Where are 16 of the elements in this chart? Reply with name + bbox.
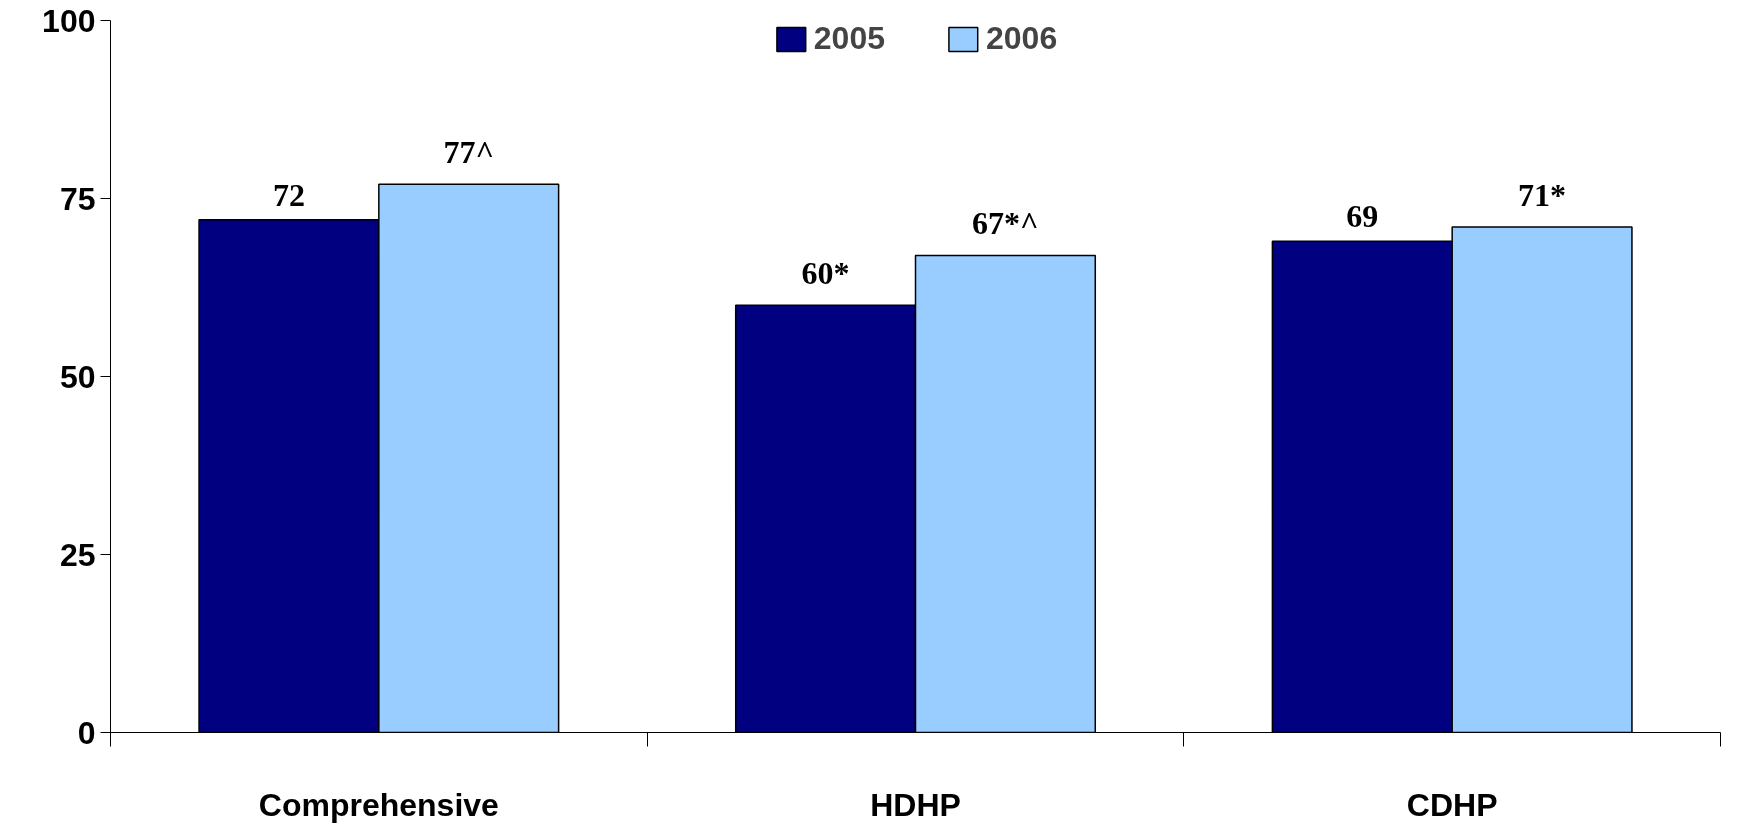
y-tick-label: 50 [59,358,96,395]
y-tick-label: 100 [42,2,96,39]
data-label: 60* [801,255,850,292]
data-label: 77^ [443,134,495,171]
x-tick-label: HDHP [870,786,961,823]
y-tick-label: 25 [59,536,96,573]
y-tick-label: 75 [59,180,96,217]
data-label: 69 [1346,198,1379,235]
legend-label: 2006 [986,20,1058,57]
data-label: 71* [1518,176,1567,213]
x-tick-label: CDHP [1406,786,1498,823]
data-label: 72 [272,176,305,213]
legend-label: 2005 [813,20,885,57]
y-tick-label: 0 [77,714,96,751]
x-tick-label: Comprehensive [258,786,499,823]
data-label: 67*^ [972,205,1039,242]
